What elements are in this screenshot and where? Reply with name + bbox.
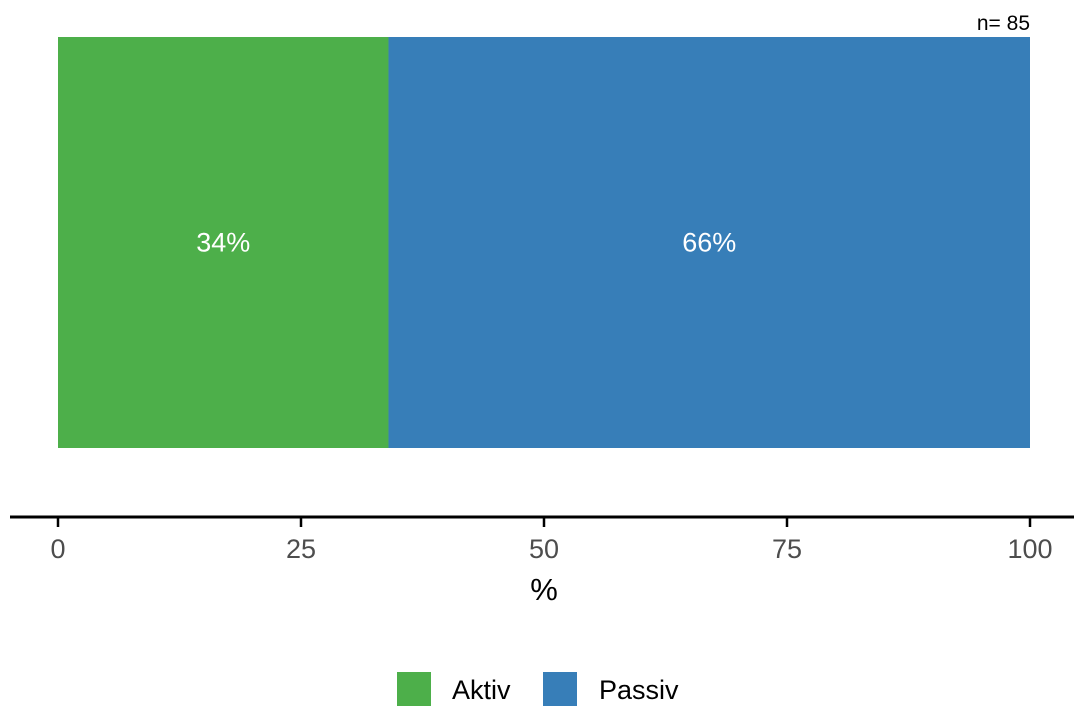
sample-size-annotation: n= 85 xyxy=(977,12,1030,35)
bar-segment-aktiv xyxy=(58,37,389,448)
bar-segments xyxy=(58,37,1031,448)
legend-label-passiv: Passiv xyxy=(599,675,679,705)
x-axis-title: % xyxy=(530,572,558,607)
bar-segment-passiv xyxy=(388,37,1031,448)
x-tick-label-100: 100 xyxy=(1007,534,1052,564)
segment-labels: 34% 66% xyxy=(196,228,736,258)
legend: Aktiv Passiv xyxy=(397,672,679,706)
x-tick-label-25: 25 xyxy=(286,534,316,564)
legend-key-passiv xyxy=(543,672,577,706)
data-label-passiv: 66% xyxy=(682,228,736,258)
x-tick-label-75: 75 xyxy=(772,534,802,564)
x-axis-ticks: 0 25 50 75 100 xyxy=(50,517,1053,564)
x-tick-label-0: 0 xyxy=(50,534,65,564)
x-tick-label-50: 50 xyxy=(529,534,559,564)
legend-key-aktiv xyxy=(397,672,431,706)
data-label-aktiv: 34% xyxy=(196,228,250,258)
legend-label-aktiv: Aktiv xyxy=(452,675,511,705)
